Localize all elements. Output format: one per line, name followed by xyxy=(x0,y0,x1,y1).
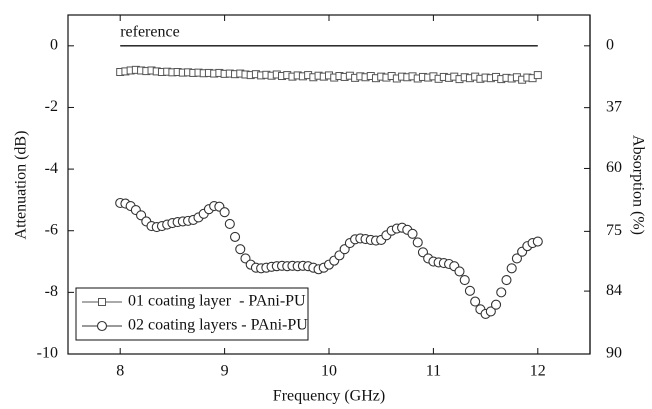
y2-tick-label: 60 xyxy=(606,159,622,176)
y-axis-label: Attenuation (dB) xyxy=(13,131,30,240)
x-tick-label: 11 xyxy=(426,363,441,380)
x-axis-label: Frequency (GHz) xyxy=(273,388,385,405)
marker xyxy=(459,274,470,286)
marker xyxy=(464,285,475,296)
legend-box xyxy=(75,287,309,341)
marker xyxy=(533,71,542,80)
marker xyxy=(96,320,108,332)
y2-tick-label: 84 xyxy=(606,282,622,299)
marker xyxy=(224,218,235,229)
legend-label: 01 coating layer - PAni-PU xyxy=(128,293,306,310)
y-tick-label: -10 xyxy=(37,345,58,362)
marker xyxy=(219,207,230,218)
y2-tick-label: 0 xyxy=(606,36,614,53)
marker xyxy=(470,296,481,307)
x-tick-label: 8 xyxy=(116,363,124,380)
x-tick-label: 9 xyxy=(221,363,229,380)
y2-tick-label: 75 xyxy=(606,222,622,239)
y-tick-label: -8 xyxy=(45,283,58,300)
marker xyxy=(407,228,418,239)
marker xyxy=(235,244,246,255)
marker xyxy=(485,306,496,317)
x-tick-label: 12 xyxy=(530,363,546,380)
y2-tick-label: 37 xyxy=(606,98,622,115)
marker xyxy=(532,236,543,247)
y2-tick-label: 90 xyxy=(606,345,622,362)
marker xyxy=(511,253,522,264)
marker xyxy=(98,298,106,306)
marker xyxy=(490,299,502,310)
reference-label: reference xyxy=(120,23,180,40)
marker xyxy=(412,237,423,248)
legend-label: 02 coating layers - PAni-PU xyxy=(128,317,308,334)
x-tick-label: 10 xyxy=(321,363,337,380)
y-tick-label: -2 xyxy=(45,98,58,115)
marker xyxy=(496,287,507,298)
y2-axis-label: Absorption (%) xyxy=(629,135,646,235)
y-tick-label: -4 xyxy=(45,160,58,177)
marker xyxy=(501,274,512,286)
y-tick-label: 0 xyxy=(50,36,58,53)
marker xyxy=(229,231,241,242)
y-tick-label: -6 xyxy=(45,221,58,238)
marker xyxy=(506,263,517,274)
marker xyxy=(454,266,465,277)
